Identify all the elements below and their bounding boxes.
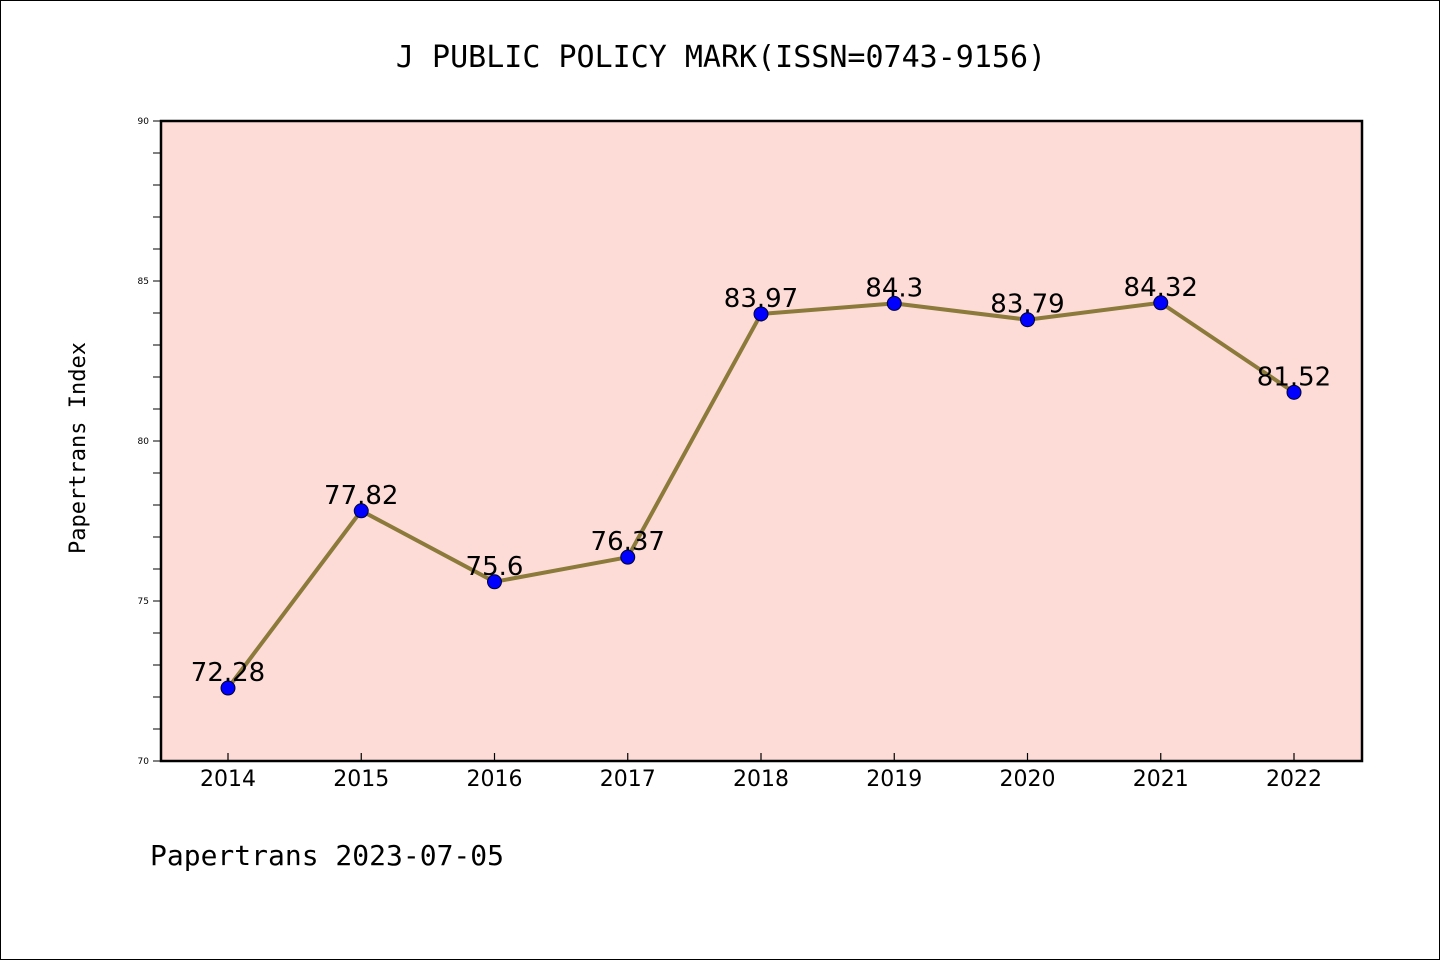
markers-group — [220, 295, 1302, 696]
data-point — [1286, 384, 1302, 400]
y-tick-label: 70 — [138, 757, 150, 767]
data-label: 83.79 — [990, 290, 1064, 320]
data-point — [1153, 295, 1169, 311]
x-tick-label: 2018 — [733, 767, 789, 792]
x-tick-label: 2016 — [467, 767, 523, 792]
data-label: 72.28 — [191, 658, 265, 688]
data-point — [620, 549, 636, 565]
data-point — [487, 574, 502, 590]
data-label: 84.3 — [865, 273, 923, 303]
data-label: 81.52 — [1257, 362, 1331, 392]
x-tick-label: 2020 — [1000, 767, 1056, 792]
y-tick-label: 85 — [138, 277, 149, 287]
x-tick-label: 2015 — [333, 767, 389, 792]
data-point — [353, 503, 369, 519]
y-axis-label: Papertrans Index — [66, 342, 91, 554]
data-label: 84.32 — [1124, 273, 1198, 303]
plot-area — [159, 119, 1364, 763]
data-point — [753, 306, 769, 322]
data-label: 75.6 — [466, 552, 524, 582]
x-tick-label: 2021 — [1133, 767, 1189, 792]
data-point — [1020, 312, 1035, 328]
x-tick-label: 2019 — [866, 767, 922, 792]
x-tick-label: 2017 — [600, 767, 656, 792]
chart-title: J PUBLIC POLICY MARK(ISSN=0743-9156) — [396, 40, 1046, 75]
y-axis: 70 75 80 85 90 — [138, 117, 161, 767]
data-point — [220, 680, 236, 696]
x-axis: 2014 2015 2016 2017 2018 2019 2020 2021 2022 — [200, 753, 1322, 792]
y-tick-label: 75 — [138, 597, 149, 607]
y-tick-label: 80 — [138, 437, 150, 447]
x-tick-label: 2022 — [1266, 767, 1322, 792]
data-label: 83.97 — [724, 284, 798, 314]
y-tick-label: 90 — [138, 117, 150, 127]
data-point — [886, 295, 902, 311]
data-labels-group: 72.28 77.82 75.6 76.37 83.97 84.3 83.79 84.32 81… — [191, 273, 1331, 688]
x-tick-label: 2014 — [200, 767, 256, 792]
footer-text: Papertrans 2023-07-05 — [150, 839, 504, 872]
data-label: 77.82 — [324, 481, 398, 511]
data-label: 76.37 — [591, 527, 665, 557]
